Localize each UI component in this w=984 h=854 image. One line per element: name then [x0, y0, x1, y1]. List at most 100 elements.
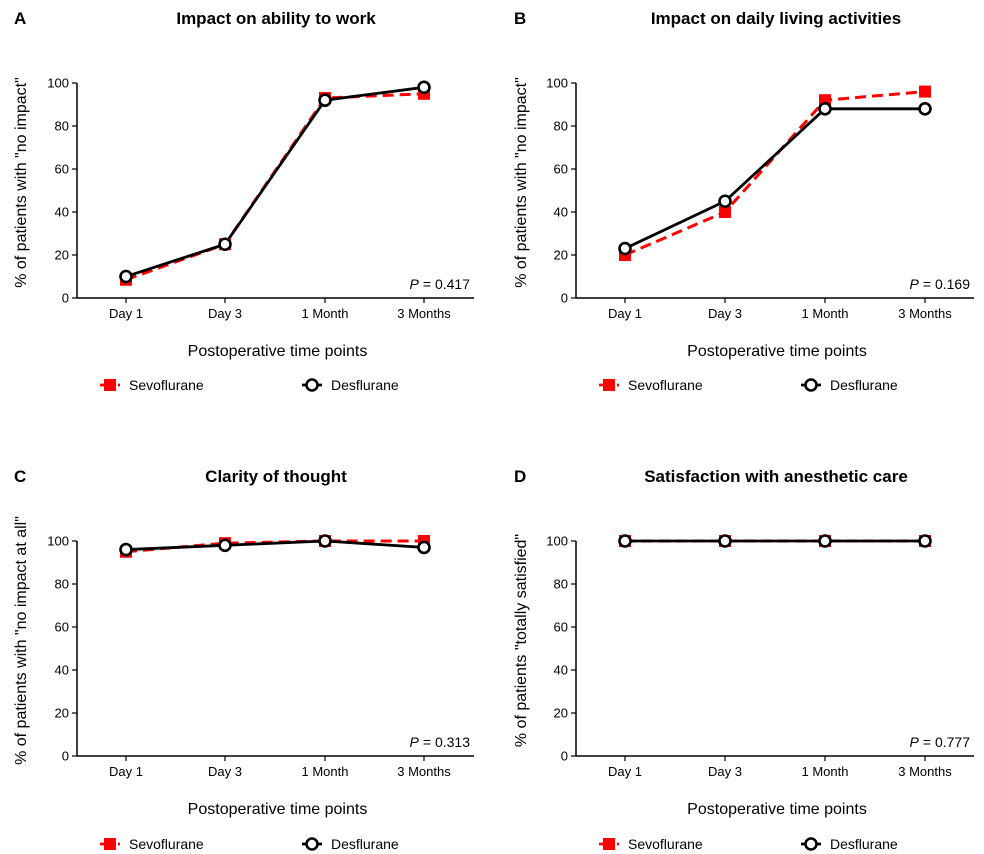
y-tick-label: 80 [554, 119, 568, 134]
y-tick-label: 100 [47, 534, 69, 549]
chart-panel-d: D Satisfaction with anesthetic care 0 20 40 6… [513, 467, 974, 852]
x-tick-label: Day 3 [708, 306, 742, 321]
p-value: = 0.777 [923, 734, 970, 750]
panel-letter: D [514, 467, 526, 486]
x-tick-label: Day 1 [109, 306, 143, 321]
legend-label: Desflurane [331, 377, 399, 393]
legend-circle-marker [305, 837, 319, 851]
y-tick-label: 20 [55, 248, 69, 263]
x-tick-label: Day 1 [608, 306, 642, 321]
data-point-desflurane [218, 538, 232, 553]
series-line-desflurane [624, 107, 925, 250]
x-tick-label: 1 Month [302, 306, 349, 321]
y-tick-label: 100 [47, 76, 69, 91]
legend-label: Desflurane [331, 836, 399, 852]
y-tick-label: 20 [55, 706, 69, 721]
x-tick-label: 3 Months [898, 306, 952, 321]
chart-title: Clarity of thought [205, 467, 347, 486]
data-point-desflurane [718, 194, 732, 209]
y-tick-label: 60 [55, 620, 69, 635]
legend-circle-marker [804, 378, 818, 392]
data-point-desflurane [818, 534, 832, 548]
legend-square-marker [104, 838, 116, 850]
y-axis-title: % of patients with "no impact" [13, 77, 30, 288]
x-axis-title: Postoperative time points [188, 801, 368, 818]
data-point-desflurane [918, 102, 932, 116]
p-value: = 0.169 [923, 276, 970, 292]
p-value-annotation: P = 0.313 [410, 734, 471, 750]
p-value-annotation: P = 0.417 [410, 276, 471, 292]
panel-letter: A [14, 9, 26, 28]
data-point-desflurane [618, 534, 632, 548]
legend-square-marker [104, 379, 116, 391]
x-tick-label: 3 Months [898, 764, 952, 779]
x-axis-title: Postoperative time points [687, 343, 867, 360]
legend-item-desflurane: Desflurane [302, 836, 399, 852]
y-tick-label: 0 [62, 291, 69, 306]
x-tick-label: Day 3 [208, 764, 242, 779]
legend-item-desflurane: Desflurane [801, 377, 898, 393]
y-tick-label: 0 [561, 749, 568, 764]
y-tick-label: 80 [55, 119, 69, 134]
data-point-desflurane [318, 534, 332, 548]
x-tick-label: 3 Months [397, 764, 451, 779]
p-value-annotation: P = 0.777 [910, 734, 971, 750]
series-line-sevoflurane [624, 90, 926, 257]
p-value: = 0.417 [423, 276, 470, 292]
legend-circle-marker [305, 378, 319, 392]
chart-title: Impact on daily living activities [651, 9, 901, 28]
y-tick-label: 0 [561, 291, 568, 306]
chart-panel-b: B Impact on daily living activities 0 20 40 6… [513, 9, 974, 393]
legend-label: Sevoflurane [628, 377, 703, 393]
data-point-desflurane [318, 93, 332, 107]
p-label: P [410, 276, 420, 292]
y-tick-label: 40 [55, 663, 69, 678]
x-tick-label: Day 3 [208, 306, 242, 321]
y-tick-label: 40 [554, 205, 568, 220]
y-axis-title: % of patients with "no impact at all" [13, 516, 30, 765]
series-line-sevoflurane [125, 539, 424, 554]
data-point-desflurane [119, 542, 133, 557]
chart-title: Impact on ability to work [176, 9, 376, 28]
p-label: P [410, 734, 420, 750]
x-axis-title: Postoperative time points [687, 801, 867, 818]
legend-square-marker [603, 379, 615, 391]
chart-panel-a: A Impact on ability to work 0 20 40 60 80 100 Da… [13, 9, 474, 393]
legend-item-sevoflurane: Sevoflurane [100, 836, 204, 852]
data-point-desflurane [918, 534, 932, 548]
data-point-sevoflurane [919, 85, 931, 98]
x-tick-label: Day 3 [708, 764, 742, 779]
y-axis-title: % of patients with "no impact" [513, 77, 530, 288]
chart-panel-c: C Clarity of thought 0 20 40 60 80 100 Day 1 Day … [13, 467, 474, 852]
chart-title: Satisfaction with anesthetic care [644, 467, 908, 486]
series-line-desflurane [125, 539, 425, 551]
p-label: P [910, 734, 920, 750]
series-line-sevoflurane [125, 92, 425, 282]
x-tick-label: 1 Month [802, 764, 849, 779]
y-axis-title: % of patients "totally satisfied" [513, 534, 530, 747]
y-tick-label: 60 [55, 162, 69, 177]
data-point-desflurane [818, 102, 832, 116]
data-point-desflurane [417, 540, 431, 555]
legend-label: Desflurane [830, 836, 898, 852]
p-label: P [910, 276, 920, 292]
data-point-sevoflurane [719, 206, 731, 218]
y-tick-label: 80 [55, 577, 69, 592]
legend-label: Sevoflurane [628, 836, 703, 852]
panel-letter: C [14, 467, 26, 486]
y-tick-label: 60 [554, 162, 568, 177]
data-point-desflurane [119, 269, 133, 284]
legend-label: Sevoflurane [129, 377, 204, 393]
p-value: = 0.313 [423, 734, 470, 750]
x-tick-label: 3 Months [397, 306, 451, 321]
y-tick-label: 0 [62, 749, 69, 764]
legend-label: Sevoflurane [129, 836, 204, 852]
y-tick-label: 80 [554, 577, 568, 592]
legend-item-sevoflurane: Sevoflurane [599, 377, 703, 393]
y-tick-label: 40 [55, 205, 69, 220]
legend-item-desflurane: Desflurane [801, 836, 898, 852]
x-tick-label: Day 1 [608, 764, 642, 779]
legend-item-desflurane: Desflurane [302, 377, 399, 393]
legend-item-sevoflurane: Sevoflurane [100, 377, 204, 393]
